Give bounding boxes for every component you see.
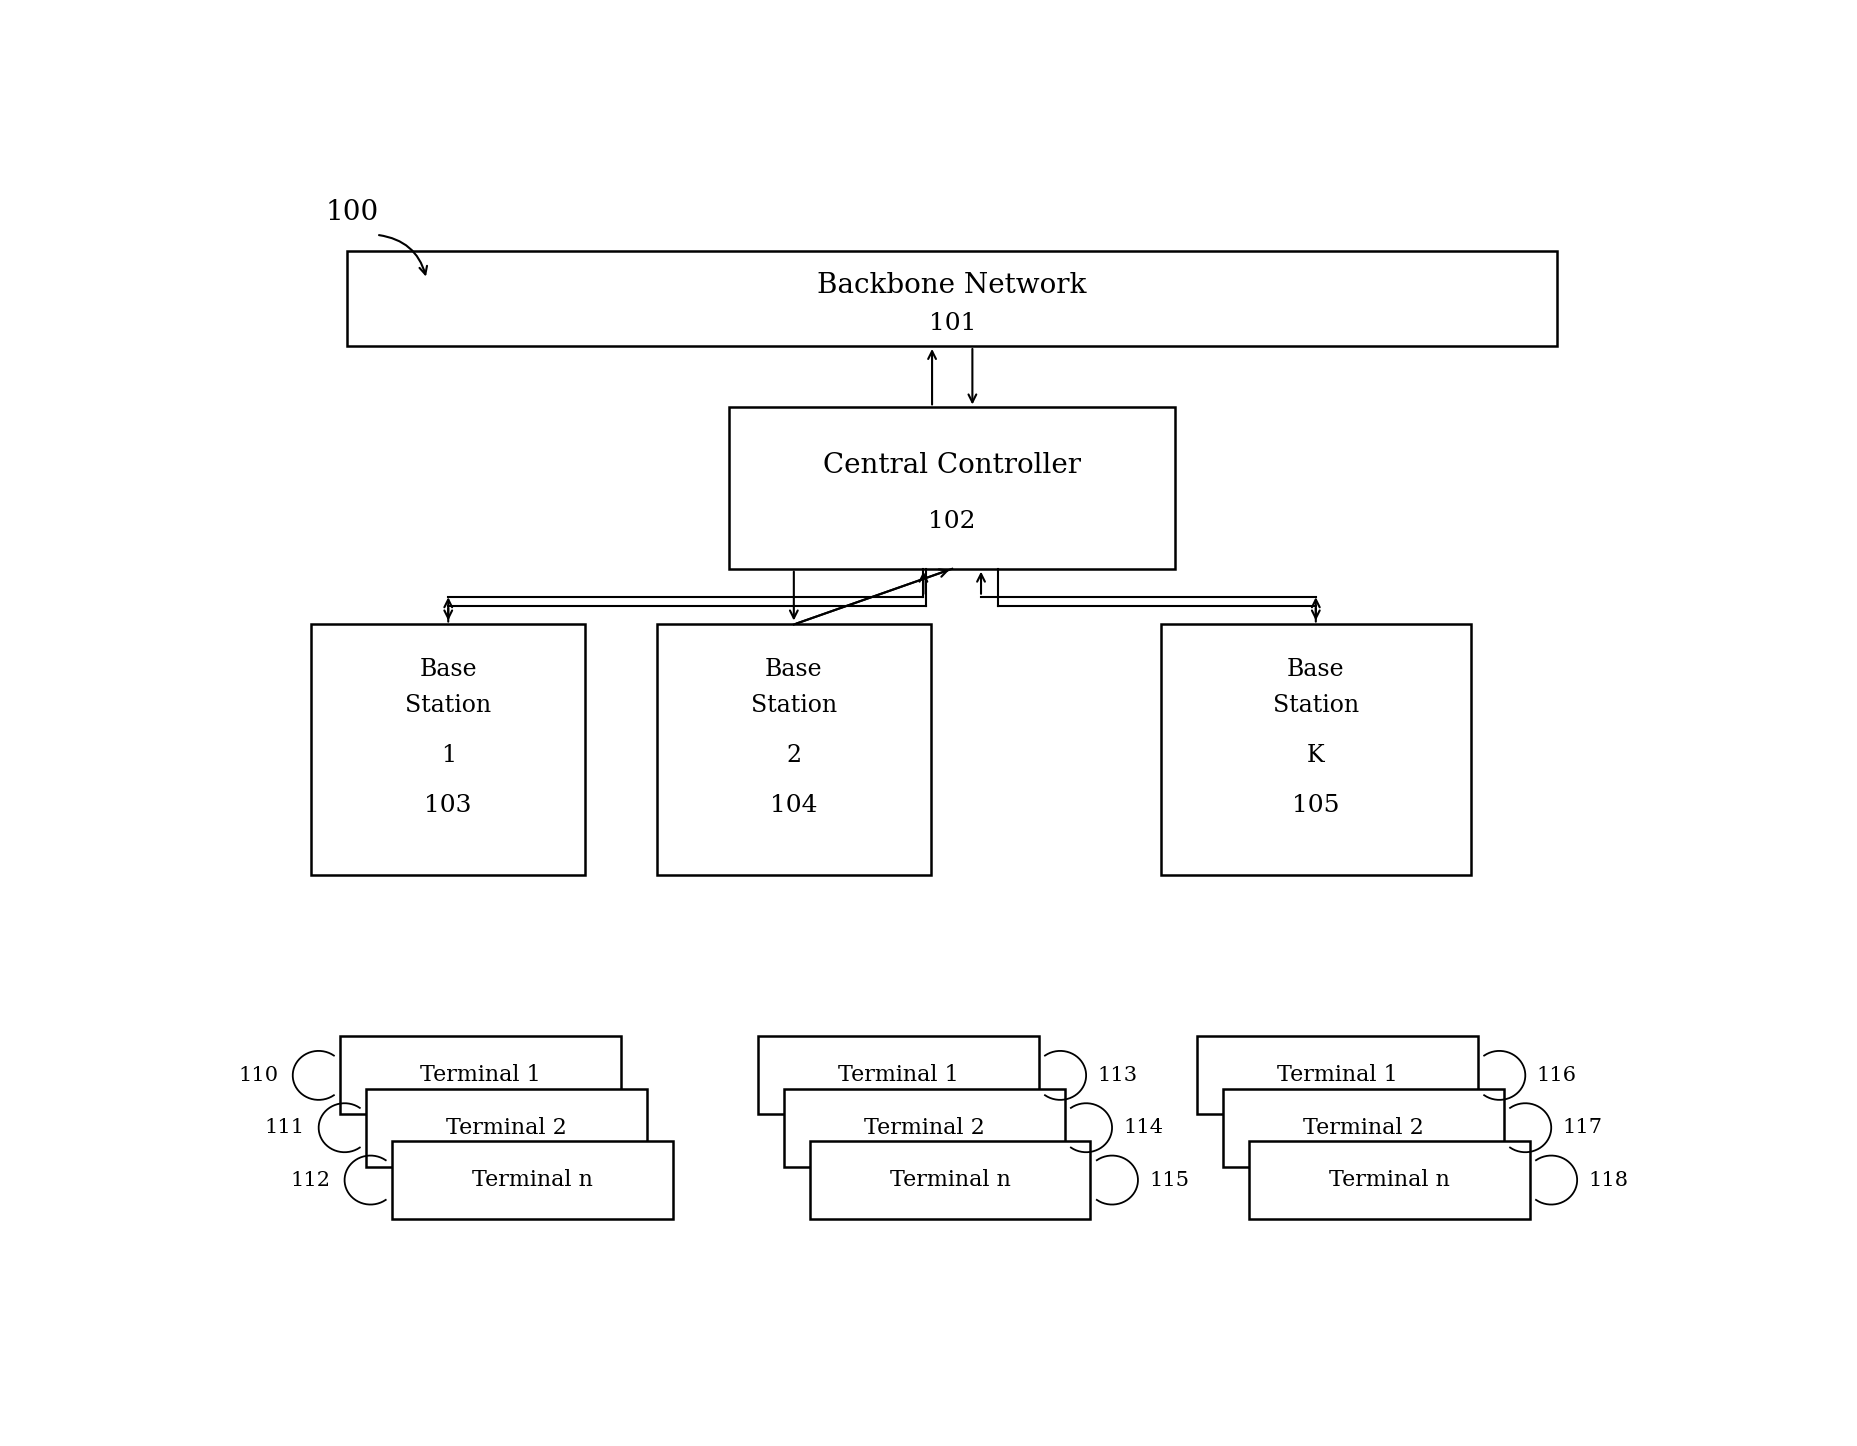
Text: Terminal 1: Terminal 1: [838, 1064, 958, 1086]
Text: Terminal n: Terminal n: [472, 1168, 592, 1192]
Text: 110: 110: [238, 1066, 279, 1084]
Text: 102: 102: [928, 510, 975, 534]
Bar: [758, 1037, 1038, 1115]
Text: Backbone Network: Backbone Network: [817, 272, 1086, 299]
Text: 118: 118: [1588, 1171, 1629, 1190]
Bar: [784, 1089, 1064, 1167]
Bar: [728, 408, 1175, 568]
Text: K: K: [1305, 743, 1324, 766]
Bar: [366, 1089, 646, 1167]
Text: Central Controller: Central Controller: [823, 453, 1081, 479]
Text: 103: 103: [423, 794, 472, 817]
Text: Base: Base: [420, 658, 477, 681]
Text: 111: 111: [264, 1118, 305, 1137]
Bar: [340, 1037, 620, 1115]
Bar: [347, 252, 1556, 346]
Text: Station: Station: [405, 694, 490, 717]
Text: Station: Station: [1272, 694, 1357, 717]
Bar: [392, 1141, 672, 1219]
Text: 117: 117: [1562, 1118, 1603, 1137]
Bar: [657, 625, 930, 875]
Text: 101: 101: [928, 312, 975, 335]
Text: 113: 113: [1097, 1066, 1136, 1084]
Text: 114: 114: [1123, 1118, 1162, 1137]
Text: Terminal n: Terminal n: [890, 1168, 1010, 1192]
Text: 116: 116: [1536, 1066, 1577, 1084]
Text: Terminal 2: Terminal 2: [864, 1116, 984, 1138]
Text: 2: 2: [786, 743, 800, 766]
Text: 115: 115: [1149, 1171, 1188, 1190]
Text: Terminal 2: Terminal 2: [1302, 1116, 1422, 1138]
Text: 112: 112: [290, 1171, 331, 1190]
Bar: [1248, 1141, 1528, 1219]
Bar: [312, 625, 585, 875]
Text: 104: 104: [769, 794, 817, 817]
Text: 105: 105: [1291, 794, 1339, 817]
Text: 1: 1: [440, 743, 455, 766]
Text: Terminal 2: Terminal 2: [446, 1116, 566, 1138]
Bar: [1196, 1037, 1476, 1115]
Text: Station: Station: [750, 694, 836, 717]
Text: Base: Base: [1287, 658, 1344, 681]
Text: 100: 100: [325, 200, 379, 226]
Bar: [810, 1141, 1090, 1219]
Bar: [1222, 1089, 1502, 1167]
Text: Base: Base: [765, 658, 823, 681]
Bar: [1161, 625, 1471, 875]
Text: Terminal 1: Terminal 1: [420, 1064, 540, 1086]
Text: Terminal n: Terminal n: [1328, 1168, 1448, 1192]
Text: Terminal 1: Terminal 1: [1276, 1064, 1396, 1086]
